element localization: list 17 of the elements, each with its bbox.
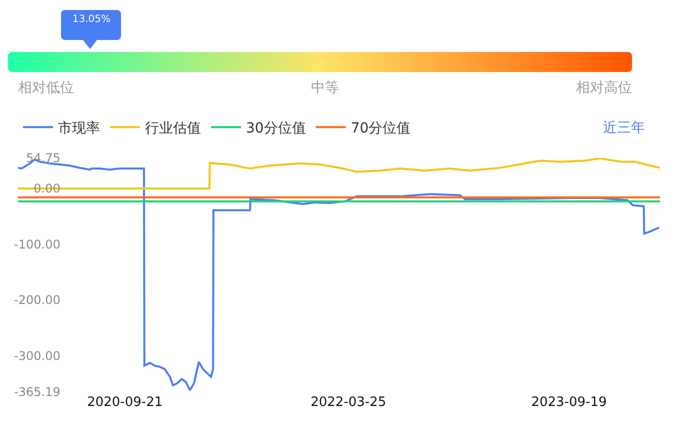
x-tick-label: 2023-09-19 bbox=[531, 395, 607, 410]
text: 中等 bbox=[311, 79, 339, 97]
legend-label: 30分位值 bbox=[246, 120, 306, 137]
text: 相对高位 bbox=[576, 79, 632, 97]
y-tick-label: -200.00 bbox=[14, 293, 60, 308]
y-tick-label: 54.75 bbox=[26, 151, 60, 166]
x-tick-label: 2020-09-21 bbox=[87, 395, 163, 410]
legend-label: 行业估值 bbox=[145, 120, 201, 137]
legend-label: 市现率 bbox=[58, 120, 100, 137]
text: 近三年 bbox=[603, 120, 645, 136]
text: 相对低位 bbox=[18, 79, 74, 97]
y-tick-label: -365.19 bbox=[14, 385, 60, 400]
y-tick-label: -100.00 bbox=[14, 237, 60, 252]
y-tick-label: -300.00 bbox=[14, 348, 60, 363]
x-tick-label: 2022-03-25 bbox=[310, 395, 386, 410]
data-label: 13.05% bbox=[61, 10, 122, 40]
legend-label: 70分位值 bbox=[350, 120, 411, 137]
